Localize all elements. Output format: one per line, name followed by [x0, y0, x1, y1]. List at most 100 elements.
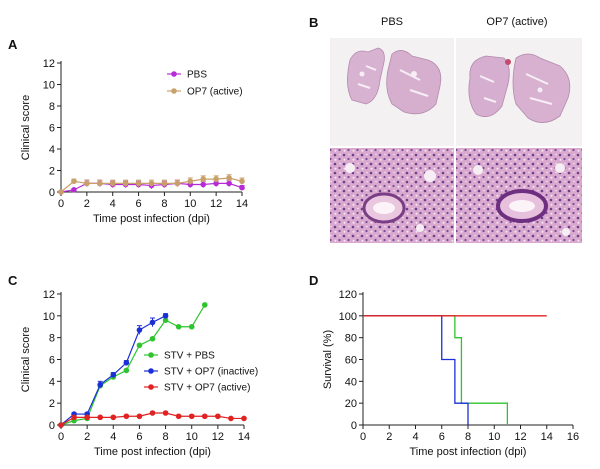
chart-c-legend-marker	[148, 384, 154, 390]
chart-c-point	[123, 359, 130, 366]
chart-a-x-tick-label: 2	[84, 198, 90, 210]
chart-c-x-tick-label: 14	[238, 431, 250, 443]
chart-c-point	[97, 381, 104, 388]
chart-d-y-tick-label: 120	[339, 289, 357, 301]
chart-a-y-axis-label: Clinical score	[20, 95, 32, 160]
chart-c-point	[97, 414, 104, 421]
chart-c-y-axis-label: Clinical score	[20, 327, 32, 392]
chart-a-point	[58, 189, 64, 195]
chart-c-y-tick-label: 0	[49, 420, 55, 432]
chart-d-y-tick-label: 0	[351, 420, 357, 432]
chart-a-point	[96, 180, 103, 187]
chart-d-x-tick-label: 12	[514, 431, 526, 443]
chart-d-x-tick-label: 14	[541, 431, 553, 443]
chart-c-point	[84, 414, 90, 421]
chart-c-point	[71, 414, 77, 421]
chart-c-point	[241, 415, 247, 422]
lung-section-pbs-image	[330, 38, 454, 146]
chart-d-y-tick-label: 60	[345, 355, 357, 367]
chart-c-x-tick-label: 12	[212, 431, 224, 443]
chart-d-series-line	[363, 315, 509, 425]
chart-c-legend-marker	[148, 368, 154, 374]
chart-d-x-tick-label: 6	[439, 431, 445, 443]
chart-a-point	[213, 176, 219, 182]
chart-a-x-tick-label: 14	[236, 198, 248, 210]
chart-a-x-tick-label: 4	[110, 198, 116, 210]
chart-d-x-axis-label: Time post infection (dpi)	[410, 446, 527, 458]
chart-c-point	[201, 413, 208, 420]
chart-a-x-tick-label: 12	[210, 198, 222, 210]
chart-c-point	[110, 414, 117, 421]
chart-a-point	[148, 180, 155, 187]
chart-c-point	[188, 323, 195, 330]
chart-a-point	[84, 180, 90, 187]
chart-d-x-tick-label: 4	[412, 431, 418, 443]
histology-col-label-op7: OP7 (active)	[486, 16, 547, 28]
chart-a-y-tick-label: 10	[43, 80, 55, 92]
chart-a-x-tick-label: 8	[161, 198, 167, 210]
chart-a-point	[122, 180, 129, 187]
chart-a-point	[226, 180, 232, 187]
chart-a-point	[71, 187, 77, 193]
chart-d-x-tick-label: 8	[465, 431, 471, 443]
chart-a-point	[109, 180, 116, 187]
chart-c-y-tick-label: 4	[49, 376, 55, 388]
chart-a-point	[174, 180, 181, 187]
chart-c-series-line	[60, 304, 206, 426]
chart-c-y-tick-label: 10	[43, 311, 55, 323]
chart-a-y-tick-label: 12	[43, 58, 55, 70]
chart-a-point	[213, 180, 219, 187]
chart-c-point	[162, 410, 169, 416]
chart-a-point	[187, 178, 194, 185]
lung-section-op7-image	[456, 38, 582, 146]
chart-c-point	[136, 342, 143, 349]
histology-panel-b: PBS OP7 (active)	[330, 16, 582, 243]
panel-letter-a: A	[8, 37, 18, 52]
chart-c-y-tick-label: 6	[49, 355, 55, 367]
chart-c-point	[136, 413, 143, 420]
tissue-magnified-op7-image	[456, 148, 582, 243]
chart-c-x-tick-label: 4	[110, 431, 116, 443]
panel-letter-d: D	[309, 273, 318, 288]
chart-c-legend-label: STV + OP7 (active)	[164, 383, 250, 394]
chart-a-y-tick-label: 4	[49, 144, 55, 156]
chart-a-legend-marker	[171, 88, 177, 94]
chart-c-point	[175, 413, 182, 420]
chart-c-series-2	[58, 410, 247, 428]
chart-d-y-tick-label: 100	[339, 311, 357, 323]
chart-c-point	[149, 335, 156, 342]
chart-a-point	[239, 184, 245, 191]
chart-c-point	[110, 371, 117, 378]
chart-c-x-tick-label: 2	[84, 431, 90, 443]
chart-c-x-tick-label: 10	[186, 431, 198, 443]
chart-c-point	[123, 367, 130, 374]
chart-a-point	[135, 180, 142, 187]
chart-c-point	[162, 317, 169, 324]
chart-c-point	[149, 410, 156, 416]
chart-a-point	[161, 180, 168, 187]
chart-c-x-axis-label: Time post infection (dpi)	[94, 446, 211, 458]
chart-d-x-tick-label: 16	[567, 431, 579, 443]
chart-a-legend-marker	[171, 71, 177, 77]
chart-d-series-0	[363, 315, 509, 425]
tissue-magnified-pbs-image	[330, 148, 454, 243]
chart-d-x-tick-label: 10	[488, 431, 500, 443]
chart-a-legend-label: PBS	[187, 70, 207, 81]
chart-a-point	[200, 176, 207, 182]
chart-c-point	[136, 327, 143, 333]
histology-col-label-pbs: PBS	[381, 16, 403, 28]
chart-a-x-tick-label: 10	[184, 198, 196, 210]
chart-d-y-tick-label: 40	[345, 376, 357, 388]
chart-c-y-tick-label: 2	[49, 398, 55, 410]
chart-d-x-tick-label: 2	[386, 431, 392, 443]
panel-letter-c: C	[8, 273, 18, 288]
chart-a-y-tick-label: 8	[49, 101, 55, 113]
chart-c-point	[201, 302, 208, 308]
chart-c-point	[228, 415, 234, 422]
chart-a-series-1	[58, 174, 245, 195]
chart-c-y-tick-label: 8	[49, 333, 55, 345]
chart-a-x-tick-label: 0	[58, 198, 64, 210]
